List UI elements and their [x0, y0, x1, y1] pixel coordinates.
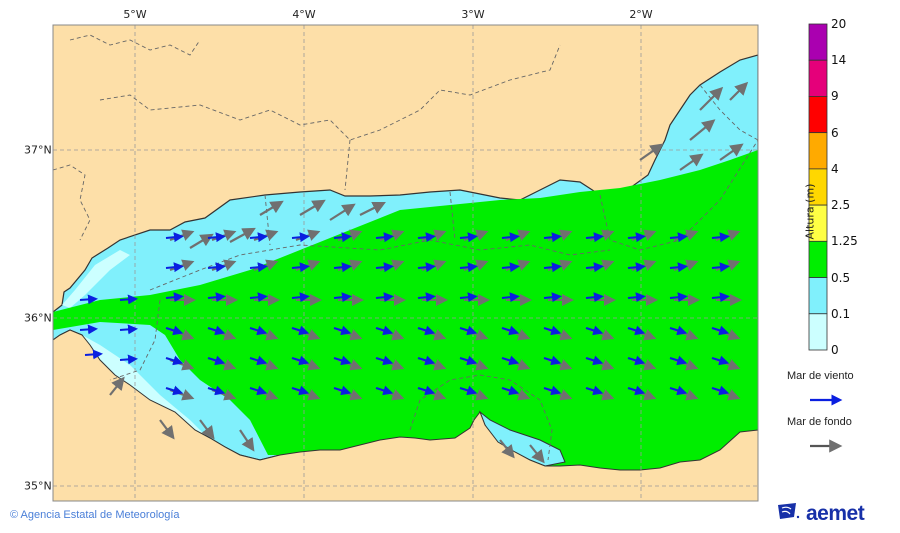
colorbar-band: [808, 23, 828, 61]
wind-sea-arrows-grid: [79, 232, 730, 396]
sea-calm-nw: [62, 250, 130, 308]
latitude-label: 36°N: [24, 311, 52, 325]
colorbar-tick-label: 9: [831, 89, 839, 104]
colorbar-tick-label: 0.1: [831, 306, 851, 321]
colorbar-band: [808, 277, 828, 315]
colorbar-band: [808, 96, 828, 134]
colorbar-tick-label: 14: [831, 53, 847, 68]
colorbar-tick-label: 2.5: [831, 198, 851, 213]
longitude-label: 3°W: [461, 8, 485, 21]
colorbar-band: [808, 313, 828, 351]
colorbar-title: Altura (m): [803, 183, 817, 240]
colorbar-tick-label: 4: [831, 161, 839, 176]
aemet-logo: aemet: [778, 502, 865, 526]
colorbar-tick-label: 0.5: [831, 270, 851, 285]
latitude-label: 37°N: [24, 143, 52, 157]
aemet-logo-text: aemet: [806, 502, 865, 525]
longitude-label: 2°W: [629, 8, 653, 21]
colorbar-tick-label: 0: [831, 343, 839, 357]
sea-calm-sw: [82, 335, 230, 455]
colorbar-tick-label: 20: [831, 17, 847, 31]
longitude-label: 5°W: [123, 8, 147, 21]
longitude-label: 4°W: [292, 8, 316, 21]
colorbar-band: [808, 59, 828, 97]
colorbar-tick-label: 1.25: [831, 234, 858, 249]
aemet-logo-icon: [778, 503, 800, 519]
latitude-label: 35°N: [24, 479, 52, 493]
colorbar-band: [808, 132, 828, 170]
wind-sea-label: Mar de viento: [787, 370, 854, 382]
swell-label: Mar de fondo: [787, 416, 852, 428]
copyright-credit: © Agencia Estatal de Meteorología: [10, 509, 180, 521]
colorbar-tick-label: 6: [831, 125, 839, 140]
colorbar: [808, 23, 828, 351]
map-frame: [52, 24, 759, 502]
